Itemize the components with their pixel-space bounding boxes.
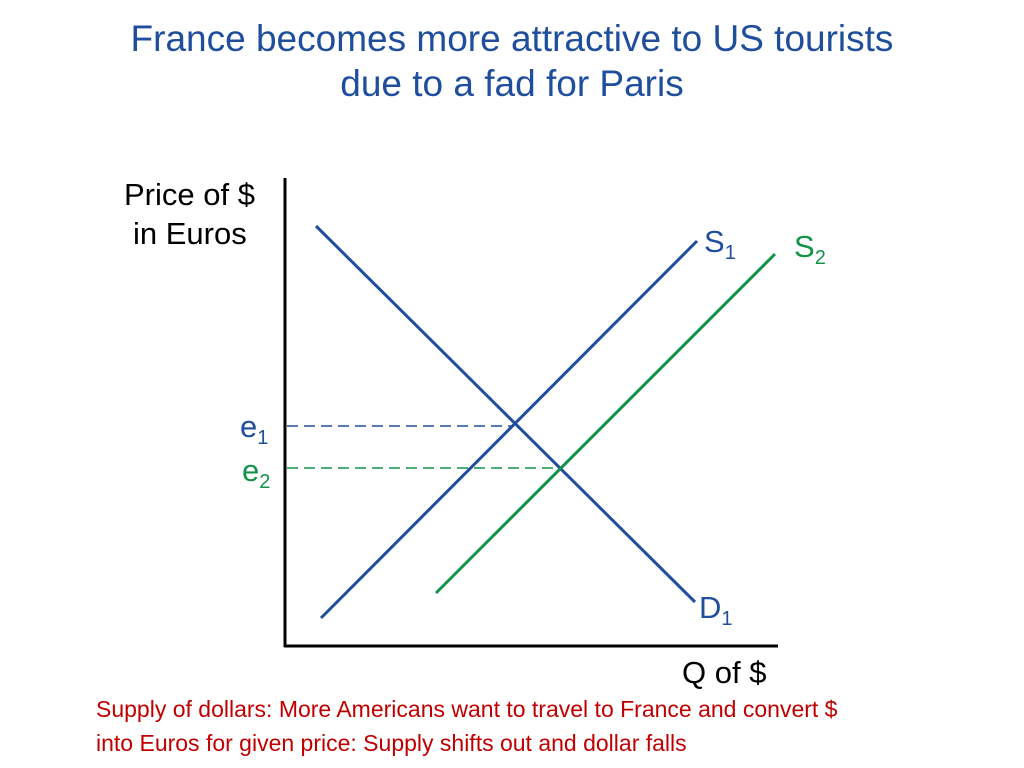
e1-label: e1 (240, 409, 268, 449)
x-axis-label: Q of $ (682, 655, 766, 690)
y-axis-label-line-2: in Euros (133, 216, 247, 251)
e2-label: e2 (242, 453, 270, 493)
supply-curve-s1 (319, 239, 699, 620)
s1-label: S1 (704, 224, 736, 264)
caption-line-2: into Euros for given price: Supply shift… (96, 730, 687, 756)
supply-curve-s2 (434, 252, 777, 595)
y-axis-label-line-1: Price of $ (124, 177, 255, 212)
explanation-caption: Supply of dollars: More Americans want t… (96, 692, 976, 760)
slide-title: France becomes more attractive to US tou… (0, 16, 1024, 106)
caption-line-1: Supply of dollars: More Americans want t… (96, 696, 838, 722)
title-line-1: France becomes more attractive to US tou… (130, 18, 894, 59)
demand-curve-d1 (314, 224, 697, 604)
title-line-2: due to a fad for Paris (340, 63, 684, 104)
d1-label: D1 (699, 590, 733, 630)
s2-label: S2 (794, 229, 826, 269)
